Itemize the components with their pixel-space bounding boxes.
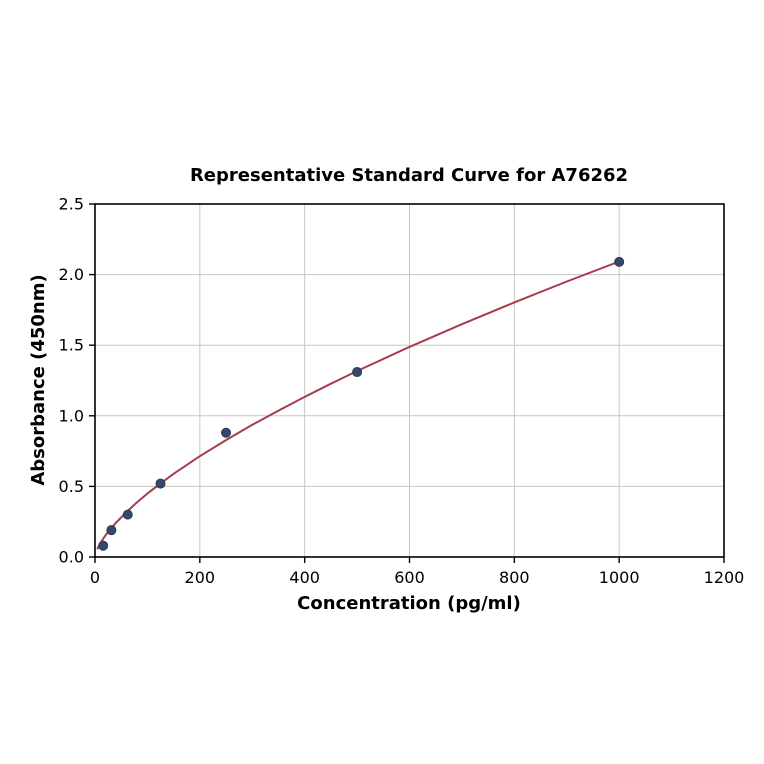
x-tick-label: 1200: [704, 568, 745, 587]
y-axis-label: Absorbance (450nm): [28, 274, 49, 485]
y-tick-label: 1.5: [59, 336, 84, 355]
data-point: [122, 509, 133, 520]
y-tick-label: 2.5: [59, 195, 84, 214]
y-tick-label: 1.0: [59, 406, 84, 425]
x-tick-label: 800: [499, 568, 530, 587]
y-tick-label: 0.0: [59, 548, 84, 567]
chart-title: Representative Standard Curve for A76262: [190, 165, 628, 186]
data-layer: [96, 256, 625, 551]
x-tick-label: 200: [185, 568, 216, 587]
x-axis-label: Concentration (pg/ml): [297, 593, 521, 614]
axis-layer: 0 200 400 600 800 1000 1200 0.0 0.5 1.0 1.5 2.0 2.5: [59, 195, 745, 588]
y-tick-label: 0.5: [59, 477, 84, 496]
x-tick-label: 1000: [599, 568, 640, 587]
fit-curve: [96, 260, 621, 550]
data-point: [221, 427, 232, 438]
grid-layer: [94, 203, 725, 558]
data-point: [352, 367, 363, 378]
data-point: [155, 478, 166, 489]
x-tick-label: 600: [394, 568, 425, 587]
data-point: [614, 256, 625, 267]
data-point: [98, 540, 109, 551]
x-tick-label: 400: [289, 568, 320, 587]
y-tick-label: 2.0: [59, 265, 84, 284]
x-tick-label: 0: [90, 568, 100, 587]
data-point: [106, 525, 117, 536]
